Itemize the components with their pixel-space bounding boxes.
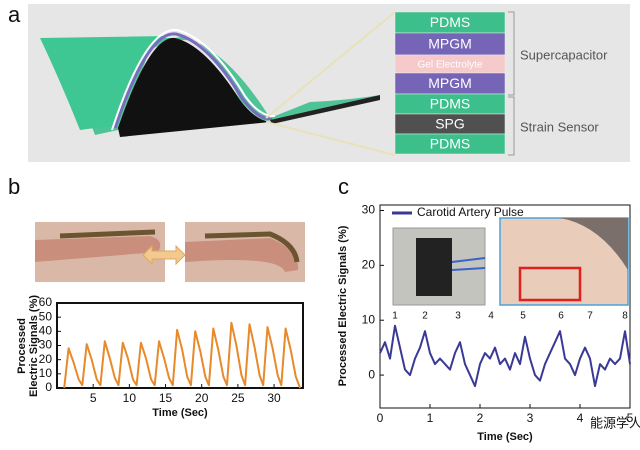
- bracket: [508, 11, 515, 156]
- watermark: 能源学人: [590, 415, 640, 430]
- y-tick-label: 10: [362, 312, 376, 326]
- peak-label: 3: [455, 311, 461, 322]
- layer-label: PDMS: [430, 96, 470, 112]
- y-axis-label: Processed: [16, 318, 28, 374]
- peak-label: 4: [488, 311, 494, 322]
- y-tick-label: 40: [39, 324, 53, 338]
- layer-label: SPG: [435, 116, 465, 132]
- x-tick-label: 20: [195, 391, 209, 405]
- group-label: Supercapacitor: [520, 47, 608, 62]
- peak-label: 5: [520, 311, 526, 322]
- panel-label: b: [8, 174, 20, 199]
- data-line: [63, 321, 302, 389]
- peak-label: 7: [587, 311, 593, 322]
- y-tick-label: 0: [45, 380, 52, 394]
- x-tick-label: 5: [627, 411, 634, 425]
- peak-label: 2: [422, 311, 428, 322]
- layer-label: PDMS: [430, 136, 470, 152]
- panel-label: a: [8, 2, 21, 27]
- wave-sheet: [40, 11, 396, 156]
- legend-label: Carotid Artery Pulse: [417, 205, 524, 219]
- layer-label: Gel Electrolyte: [417, 60, 482, 71]
- y-tick-label: 50: [39, 309, 53, 323]
- x-axis-label: Time (Sec): [477, 431, 533, 443]
- y-tick-label: 60: [39, 295, 53, 309]
- y-axis-label: Electric Signals (%): [28, 295, 40, 397]
- x-tick-label: 1: [427, 411, 434, 425]
- finger-photos: [35, 222, 305, 282]
- x-tick-label: 2: [477, 411, 484, 425]
- layer-stack: PDMS MPGM Gel Electrolyte MPGM PDMS SPG PDMS: [394, 11, 506, 155]
- y-axis-label: Processed Electric Signals (%): [337, 225, 349, 386]
- x-tick-label: 10: [123, 391, 137, 405]
- x-tick-label: 4: [577, 411, 584, 425]
- y-tick-label: 30: [39, 338, 53, 352]
- inset-photos: [392, 217, 629, 306]
- peak-label: 6: [558, 311, 564, 322]
- y-tick-label: 30: [362, 203, 376, 217]
- x-axis-label: Time (Sec): [152, 407, 208, 419]
- y-tick-label: 20: [362, 258, 376, 272]
- peak-label: 1: [392, 311, 398, 322]
- peak-label: 8: [622, 311, 628, 322]
- plot-frame: [379, 204, 631, 409]
- x-tick-label: 30: [267, 391, 281, 405]
- y-tick-label: 10: [39, 366, 53, 380]
- x-tick-label: 15: [159, 391, 173, 405]
- x-tick-label: 0: [377, 411, 384, 425]
- x-tick-label: 5: [90, 391, 97, 405]
- y-tick-label: 0: [368, 367, 375, 381]
- layer-label: PDMS: [430, 14, 470, 30]
- panel-label: c: [338, 174, 349, 199]
- y-tick-label: 20: [39, 352, 53, 366]
- layer: [394, 133, 506, 155]
- data-line: [379, 324, 631, 388]
- layer-label: MPGM: [428, 75, 472, 91]
- x-tick-label: 3: [527, 411, 534, 425]
- layer-label: MPGM: [428, 36, 472, 52]
- x-tick-label: 25: [231, 391, 245, 405]
- group-label: Strain Sensor: [520, 119, 599, 134]
